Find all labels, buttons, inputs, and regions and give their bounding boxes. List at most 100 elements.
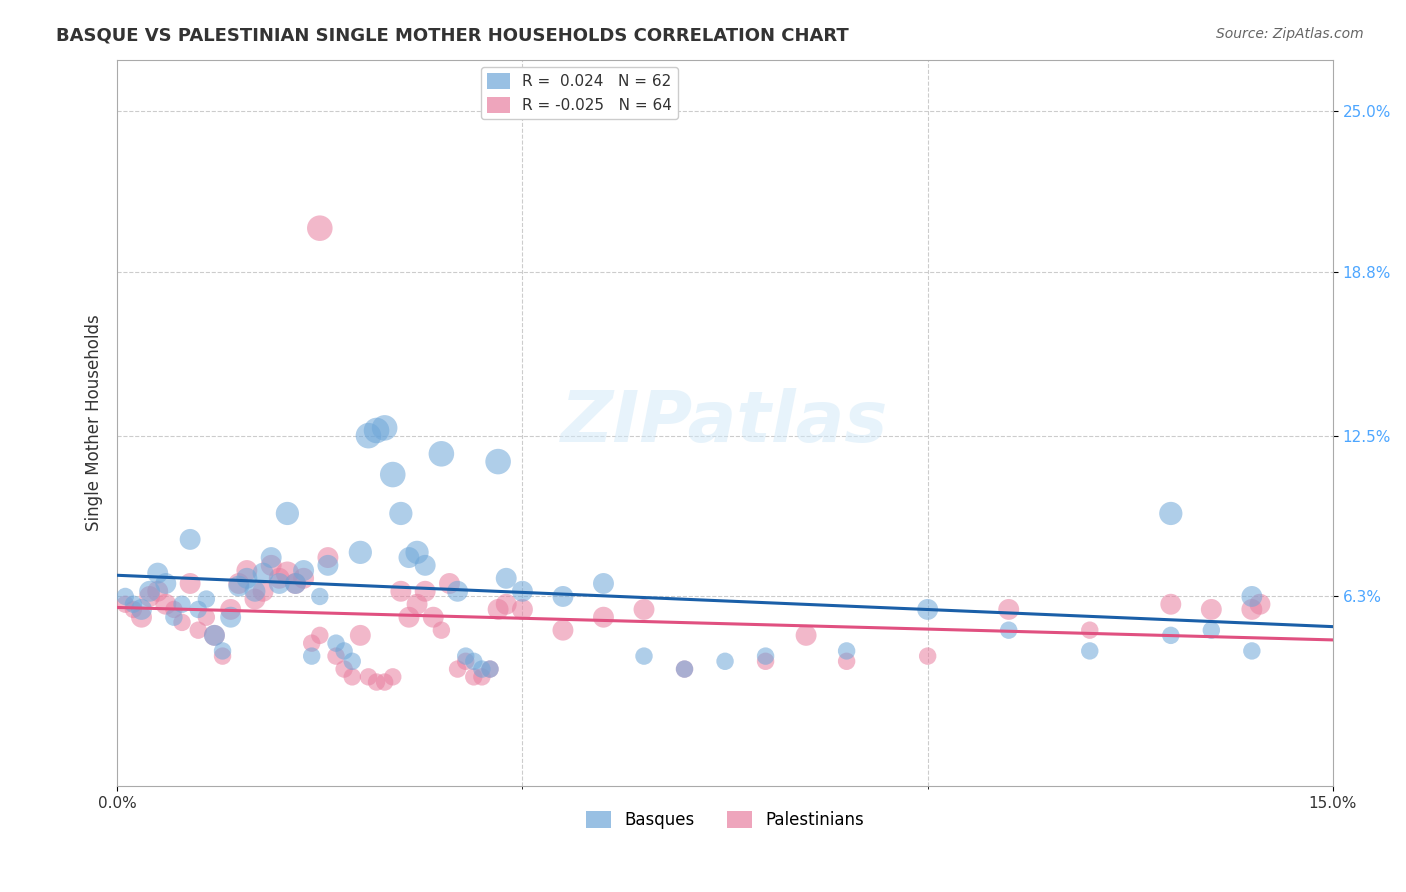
- Point: [486, 602, 509, 616]
- Point: [413, 558, 436, 573]
- Point: [219, 610, 242, 624]
- Point: [122, 602, 145, 616]
- Point: [406, 545, 429, 559]
- Point: [316, 558, 339, 573]
- Point: [170, 615, 193, 630]
- Point: [195, 610, 218, 624]
- Point: [301, 649, 323, 664]
- Point: [131, 610, 153, 624]
- Point: [269, 576, 291, 591]
- Point: [252, 584, 274, 599]
- Point: [592, 576, 614, 591]
- Point: [1249, 597, 1271, 611]
- Point: [179, 533, 201, 547]
- Point: [374, 421, 396, 435]
- Point: [228, 579, 250, 593]
- Point: [374, 675, 396, 690]
- Point: [316, 550, 339, 565]
- Point: [236, 564, 259, 578]
- Point: [114, 590, 136, 604]
- Point: [269, 571, 291, 585]
- Point: [243, 592, 266, 607]
- Point: [204, 628, 226, 642]
- Point: [122, 597, 145, 611]
- Point: [512, 584, 534, 599]
- Point: [308, 628, 330, 642]
- Point: [228, 576, 250, 591]
- Point: [308, 221, 330, 235]
- Point: [1240, 644, 1263, 658]
- Point: [163, 602, 186, 616]
- Point: [342, 670, 364, 684]
- Point: [454, 649, 477, 664]
- Point: [997, 623, 1019, 637]
- Point: [138, 590, 160, 604]
- Point: [243, 584, 266, 599]
- Point: [211, 644, 233, 658]
- Point: [430, 623, 453, 637]
- Point: [495, 571, 517, 585]
- Point: [389, 584, 412, 599]
- Point: [308, 590, 330, 604]
- Point: [163, 610, 186, 624]
- Point: [1078, 623, 1101, 637]
- Point: [997, 602, 1019, 616]
- Point: [471, 670, 494, 684]
- Point: [325, 636, 347, 650]
- Point: [1240, 590, 1263, 604]
- Point: [592, 610, 614, 624]
- Point: [333, 662, 356, 676]
- Point: [917, 602, 939, 616]
- Point: [138, 584, 160, 599]
- Point: [714, 654, 737, 668]
- Point: [170, 597, 193, 611]
- Point: [413, 584, 436, 599]
- Point: [422, 610, 444, 624]
- Point: [179, 576, 201, 591]
- Point: [479, 662, 502, 676]
- Point: [381, 670, 404, 684]
- Point: [406, 597, 429, 611]
- Point: [187, 623, 209, 637]
- Point: [260, 558, 283, 573]
- Point: [633, 649, 655, 664]
- Point: [835, 654, 858, 668]
- Point: [357, 670, 380, 684]
- Point: [430, 447, 453, 461]
- Legend: Basques, Palestinians: Basques, Palestinians: [579, 804, 872, 836]
- Point: [673, 662, 696, 676]
- Point: [1201, 602, 1223, 616]
- Point: [1160, 628, 1182, 642]
- Point: [114, 597, 136, 611]
- Point: [366, 424, 388, 438]
- Point: [155, 576, 177, 591]
- Point: [463, 670, 485, 684]
- Point: [398, 550, 420, 565]
- Point: [463, 654, 485, 668]
- Point: [219, 602, 242, 616]
- Point: [292, 571, 315, 585]
- Point: [252, 566, 274, 581]
- Point: [284, 576, 307, 591]
- Point: [398, 610, 420, 624]
- Point: [187, 602, 209, 616]
- Point: [512, 602, 534, 616]
- Text: Source: ZipAtlas.com: Source: ZipAtlas.com: [1216, 27, 1364, 41]
- Point: [276, 566, 298, 581]
- Point: [835, 644, 858, 658]
- Point: [1078, 644, 1101, 658]
- Point: [381, 467, 404, 482]
- Point: [325, 649, 347, 664]
- Point: [155, 597, 177, 611]
- Point: [276, 507, 298, 521]
- Point: [486, 454, 509, 468]
- Point: [454, 654, 477, 668]
- Point: [673, 662, 696, 676]
- Point: [260, 550, 283, 565]
- Y-axis label: Single Mother Households: Single Mother Households: [86, 314, 103, 531]
- Text: ZIPatlas: ZIPatlas: [561, 388, 889, 458]
- Point: [917, 649, 939, 664]
- Point: [131, 602, 153, 616]
- Text: BASQUE VS PALESTINIAN SINGLE MOTHER HOUSEHOLDS CORRELATION CHART: BASQUE VS PALESTINIAN SINGLE MOTHER HOUS…: [56, 27, 849, 45]
- Point: [1160, 597, 1182, 611]
